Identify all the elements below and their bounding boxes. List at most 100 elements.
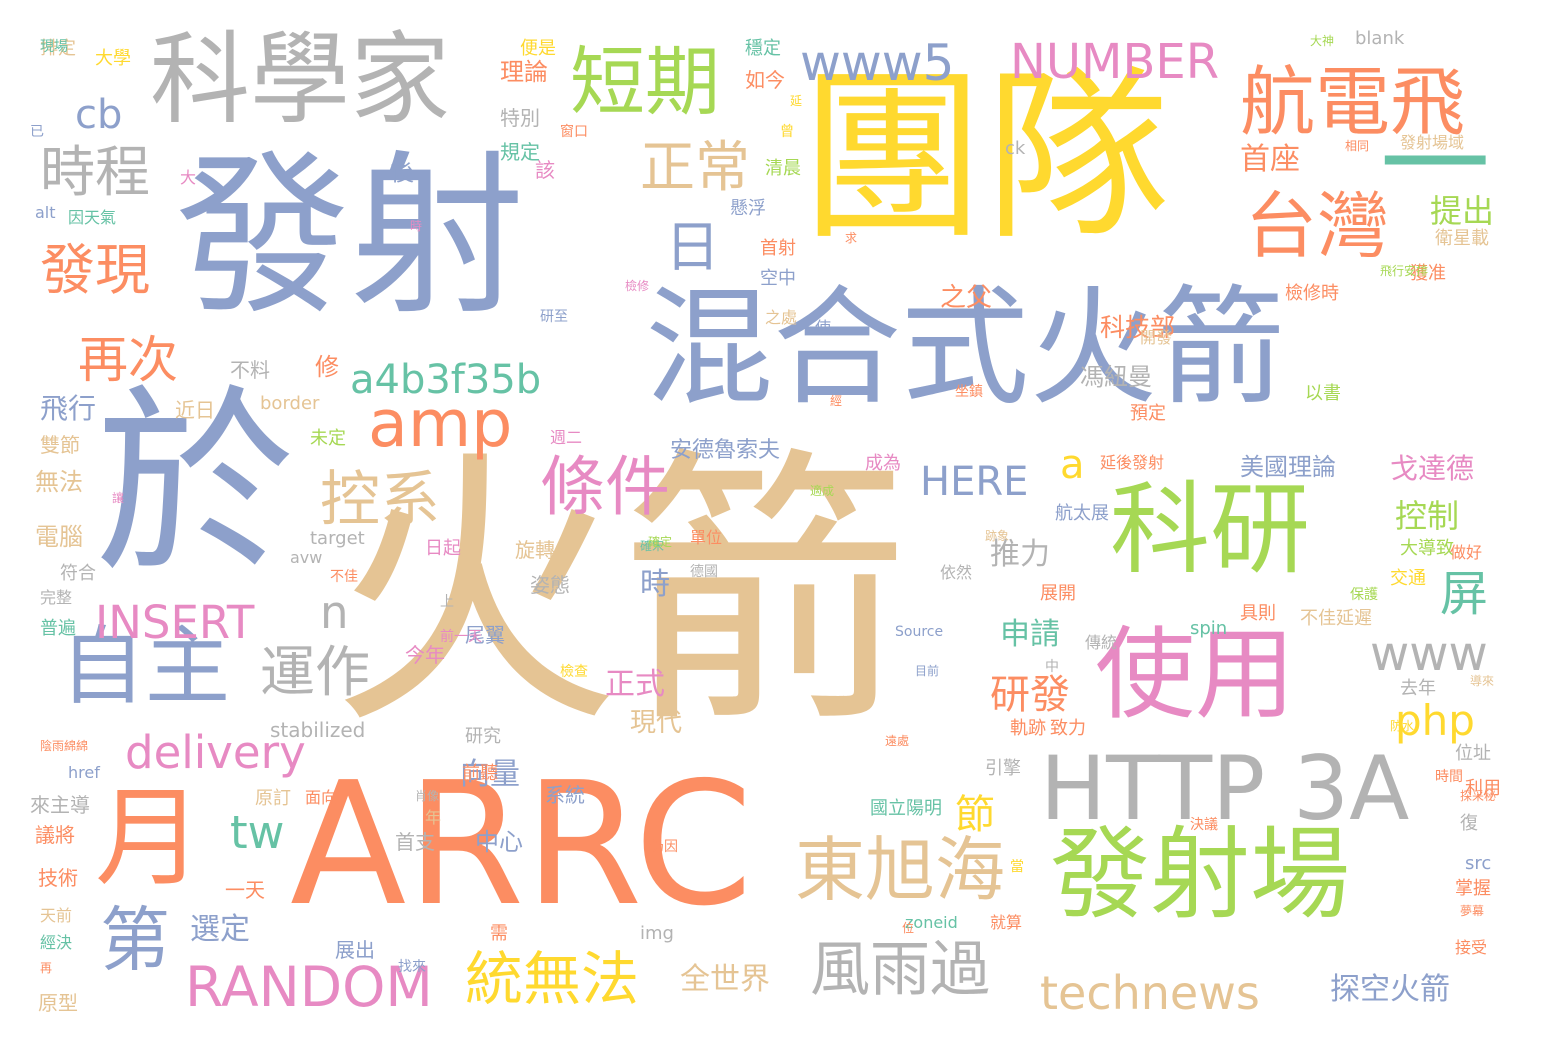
cloud-word: 接受	[1455, 938, 1488, 957]
cloud-word: 適成	[810, 484, 835, 498]
cloud-word: 科學家	[150, 21, 450, 138]
cloud-word: 向量	[460, 757, 520, 792]
cloud-word: ARRC	[290, 746, 753, 944]
cloud-word: 時	[410, 219, 423, 233]
cloud-word: amp	[368, 387, 513, 462]
cloud-word: 之處	[765, 308, 798, 327]
cloud-word: 確定	[648, 535, 673, 549]
cloud-word: 當	[1010, 859, 1024, 875]
cloud-word: 推力	[990, 537, 1050, 572]
cloud-word: 未定	[310, 428, 346, 449]
cloud-word: 姿態	[530, 573, 570, 597]
cloud-word: 掌握	[1455, 878, 1491, 899]
cloud-word: ck	[1005, 138, 1026, 159]
cloud-word: 成為	[865, 453, 901, 474]
cloud-word: 去年	[1400, 678, 1436, 699]
cloud-word: 自主	[60, 618, 231, 717]
cloud-word: zoneid	[905, 913, 958, 932]
cloud-word: 大	[180, 168, 197, 187]
cloud-word: 德國	[690, 564, 718, 580]
cloud-word: 復	[1460, 813, 1478, 834]
cloud-word: 讓	[112, 491, 125, 505]
cloud-word: 年	[425, 808, 442, 827]
cloud-word: 預定	[1130, 403, 1166, 424]
cloud-word: 導來	[1470, 674, 1495, 688]
cloud-word: 來主導	[30, 793, 90, 817]
cloud-word: 條件	[540, 450, 671, 525]
cloud-word: 首座	[1240, 142, 1300, 177]
cloud-word: 致力	[1050, 718, 1086, 739]
cloud-word: HTTP 3A	[1040, 737, 1410, 840]
cloud-word: href	[68, 763, 100, 782]
cloud-word: 坐鎮	[955, 384, 983, 400]
cloud-word: 選定	[190, 912, 250, 947]
cloud-word: a4b3f35b	[350, 357, 542, 403]
cloud-word: 再	[40, 961, 53, 975]
cloud-word: 夢幕	[1460, 904, 1485, 918]
cloud-word: 東旭海	[795, 829, 1005, 911]
cloud-word: 空中	[760, 268, 796, 289]
cloud-word: 控系	[320, 465, 440, 535]
cloud-word: 提出	[1430, 192, 1495, 230]
cloud-word: 檢修	[625, 279, 650, 293]
cloud-word: 傳統	[1085, 633, 1118, 652]
cloud-word: 衛星載	[1435, 228, 1489, 249]
cloud-word: 混合式火箭	[645, 274, 1286, 423]
cloud-word: 普遍	[40, 618, 76, 639]
cloud-word: 交通	[1390, 568, 1426, 589]
cloud-word: 發射場域	[1400, 133, 1465, 152]
cloud-word: 今年	[405, 643, 445, 667]
cloud-word: 不料	[230, 358, 270, 382]
cloud-word: 該	[535, 158, 555, 182]
cloud-word: 短期	[570, 38, 721, 126]
cloud-word: 開發	[1140, 328, 1173, 347]
cloud-word: 全世界	[680, 962, 770, 997]
cloud-word: 就算	[990, 913, 1023, 932]
cloud-word: 檢修時	[1285, 283, 1339, 304]
cloud-word: 研發	[990, 672, 1070, 718]
cloud-word: 發射	[175, 136, 525, 339]
cloud-word: 仍因	[650, 839, 678, 855]
cloud-word: 防水	[1390, 719, 1415, 733]
cloud-word: avw	[290, 548, 323, 567]
cloud-word: 前一天	[440, 629, 482, 645]
cloud-word: 跡象	[985, 529, 1010, 543]
cloud-word: 如今	[745, 68, 785, 92]
cloud-word: 月	[95, 776, 204, 901]
cloud-word: 上	[440, 594, 454, 610]
cloud-word: 週二	[550, 428, 583, 447]
cloud-word: 尾翼	[465, 623, 505, 647]
cloud-word: tw	[230, 806, 285, 859]
cloud-word: 美國理論	[1240, 453, 1336, 481]
cloud-word: 遠處	[885, 734, 910, 748]
cloud-word: 再次	[78, 331, 178, 389]
cloud-word: 大導致	[1400, 538, 1454, 559]
cloud-word: 符合	[60, 563, 96, 584]
cloud-word: php	[1395, 696, 1475, 745]
cloud-word: 決議	[1190, 817, 1218, 833]
cloud-word: 不佳延遲	[1300, 608, 1372, 629]
cloud-word: 軌跡	[1010, 718, 1046, 739]
cloud-word: 統無法	[465, 945, 640, 1013]
cloud-word: 面向	[305, 788, 338, 807]
cloud-word: 雙節	[40, 433, 80, 457]
cloud-word: 正常	[640, 135, 751, 199]
cloud-word: 發射場	[1050, 816, 1350, 933]
cloud-word: img	[640, 923, 674, 944]
cloud-word: n	[320, 586, 349, 639]
cloud-word: 火箭	[330, 426, 910, 763]
cloud-word: 曾	[780, 124, 794, 140]
cloud-word: 懸浮	[730, 198, 766, 219]
cloud-word: 單位	[690, 528, 723, 547]
cloud-word: 技術	[38, 866, 78, 890]
cloud-word: 一天	[225, 878, 265, 902]
cloud-word: 規定	[500, 140, 540, 164]
cloud-word: 位	[902, 921, 915, 935]
cloud-word: 航太展	[1055, 503, 1109, 524]
cloud-word: 便是	[520, 38, 556, 59]
cloud-word: 確宋	[640, 539, 665, 553]
cloud-word: target	[310, 528, 365, 549]
cloud-word: 前聽	[462, 763, 498, 784]
cloud-word: 時程	[40, 140, 151, 204]
